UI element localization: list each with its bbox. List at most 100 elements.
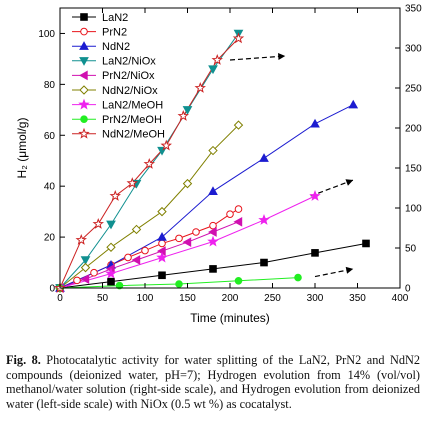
data-point <box>234 277 243 285</box>
legend-marker <box>78 98 90 110</box>
data-point <box>126 177 138 189</box>
data-point <box>208 65 218 75</box>
y-right-tick-label: 50 <box>405 244 417 255</box>
data-point <box>141 246 149 255</box>
data-point <box>106 220 116 230</box>
x-tick-label: 150 <box>179 293 196 304</box>
data-point <box>208 145 218 156</box>
y-right-tick-label: 150 <box>405 164 422 175</box>
legend-label: LaN2/NiOx <box>102 56 156 68</box>
legend-marker <box>79 85 89 95</box>
y-left-tick-label: 60 <box>44 131 56 142</box>
x-tick-label: 0 <box>57 293 63 304</box>
data-point <box>209 221 217 230</box>
series-line-6 <box>59 195 316 289</box>
data-point <box>232 32 245 44</box>
legend-marker <box>80 27 88 36</box>
x-tick-label: 50 <box>97 293 109 304</box>
data-point <box>182 178 193 189</box>
data-point <box>90 268 98 277</box>
y-axis-label: H₂ (μmol/g) <box>15 118 29 179</box>
data-point <box>92 217 104 229</box>
trend-arrow-head <box>345 266 354 274</box>
axis-ticks: 0 50 100 150 200 250 300 350 4000204060801000501… <box>38 4 422 305</box>
y-left-tick-label: 40 <box>44 182 56 193</box>
data-point <box>109 189 121 201</box>
trend-arrow-line <box>229 55 286 61</box>
data-point <box>362 239 370 248</box>
legend-label: LaN2 <box>102 12 128 24</box>
data-point <box>131 255 141 265</box>
data-point <box>208 186 218 195</box>
legend-label: PrN2/MeOH <box>102 114 162 126</box>
x-tick-label: 400 <box>392 293 409 304</box>
legend-marker <box>80 13 88 21</box>
caption-label: Fig. 8. <box>6 353 41 367</box>
y-right-tick-label: 350 <box>405 4 422 15</box>
h2-evolution-chart: 0 50 100 150 200 250 300 350 4000204060801000501… <box>15 4 422 326</box>
data-point <box>233 120 244 130</box>
figure-caption: Fig. 8. Photocatalytic activity for wate… <box>6 353 420 411</box>
data-point <box>157 206 167 217</box>
x-axis-label: Time (minutes) <box>190 311 270 325</box>
series-line-5 <box>59 124 239 289</box>
data-point <box>207 235 219 247</box>
legend-label: PrN2 <box>102 26 127 38</box>
data-point <box>80 274 90 284</box>
y-left-tick-label: 20 <box>44 233 56 244</box>
x-tick-label: 350 <box>349 293 366 304</box>
data-point <box>115 281 124 290</box>
data-point <box>311 249 319 257</box>
trend-arrows <box>229 53 354 278</box>
data-point <box>175 280 183 288</box>
legend-marker <box>79 57 89 66</box>
data-point <box>80 256 91 266</box>
data-point <box>156 251 168 263</box>
legend-marker <box>79 41 89 50</box>
series-markers <box>54 29 370 294</box>
y-left-tick-label: 0 <box>49 284 55 295</box>
data-point <box>124 253 132 262</box>
trend-arrow-head <box>278 53 286 60</box>
data-point <box>310 118 320 128</box>
data-point <box>106 242 116 252</box>
series-line-3 <box>59 33 239 289</box>
legend-marker <box>78 127 90 139</box>
y-left-tick-label: 80 <box>44 80 56 91</box>
data-point <box>105 267 117 279</box>
data-point <box>80 262 91 273</box>
data-point <box>234 205 243 213</box>
data-point <box>211 53 223 65</box>
y-right-tick-label: 200 <box>405 124 422 135</box>
data-point <box>160 139 172 151</box>
data-point <box>259 153 269 162</box>
data-point <box>207 227 217 237</box>
y-right-tick-label: 300 <box>405 44 422 55</box>
legend-label: NdN2/NiOx <box>102 85 158 97</box>
data-point <box>226 210 234 218</box>
data-point <box>233 216 243 227</box>
data-point <box>209 265 217 273</box>
x-tick-label: 300 <box>307 293 324 304</box>
trend-arrow-head <box>345 179 354 186</box>
y-left-tick-label: 100 <box>38 29 55 40</box>
legend-label: PrN2/NiOx <box>102 70 155 82</box>
legend: LaN2 PrN2 NdN2 LaN2/NiOx PrN2/NiOx NdN2/NiOx L… <box>72 12 165 141</box>
x-tick-label: 250 <box>264 293 281 304</box>
x-tick-label: 200 <box>222 293 239 304</box>
data-point <box>177 109 189 121</box>
data-point <box>348 99 359 109</box>
data-point <box>309 189 321 201</box>
caption-text: Photocatalytic activity for water splitt… <box>6 353 420 411</box>
data-point <box>294 273 302 282</box>
data-point <box>73 276 81 285</box>
legend-label: LaN2/MeOH <box>102 99 163 111</box>
legend-marker <box>78 70 88 81</box>
data-point <box>182 106 193 115</box>
data-point <box>143 157 155 169</box>
data-point <box>75 233 87 245</box>
x-tick-label: 100 <box>137 293 154 304</box>
data-point <box>260 258 268 267</box>
data-point <box>158 239 166 248</box>
data-point <box>192 228 200 236</box>
